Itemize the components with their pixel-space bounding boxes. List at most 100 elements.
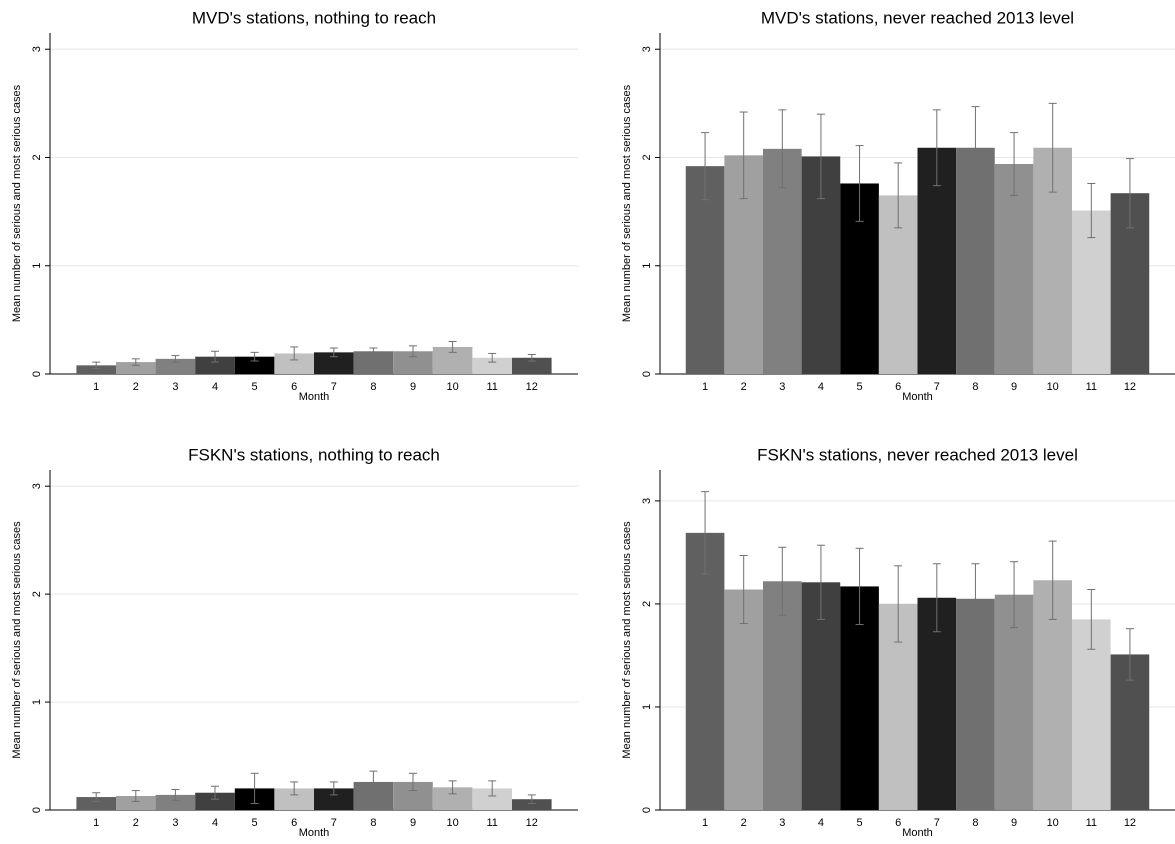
error-bar [1087,182,1096,239]
bar [155,794,196,810]
x-tick-label: 6 [895,817,901,829]
y-axis-label: Mean number of serious and most serious … [621,521,633,759]
x-tick-label: 4 [212,381,218,393]
x-tick-label: 10 [1047,817,1059,829]
x-tick-label: 1 [702,381,708,393]
y-tick-label: 3 [641,46,653,52]
bar [685,532,725,810]
bar [801,582,841,810]
error-bar [488,352,497,363]
error-bar [701,132,710,201]
bar [994,163,1034,374]
x-tick-label: 11 [486,817,497,829]
bar [432,787,473,810]
error-bar [1048,102,1057,193]
x-tick-label: 11 [1086,381,1097,393]
bar [76,365,116,374]
error-bar [369,347,378,356]
panel: FSKN's stations, nothing to reach Mean nu… [11,445,578,839]
error-bar [409,345,417,358]
x-tick-label: 6 [291,817,297,829]
bar [314,352,354,374]
y-tick-label: 2 [641,154,653,160]
bar [234,356,275,374]
error-bar [250,351,259,362]
x-tick-label: 7 [331,817,337,829]
x-tick-label: 2 [741,817,747,829]
error-bar [816,544,825,620]
y-axis-label: Mean number of serious and most serious … [11,84,23,322]
x-tick-label: 2 [133,817,139,829]
x-tick-label: 4 [212,817,218,829]
y-tick-label: 0 [31,371,43,377]
error-bar [894,565,903,643]
x-tick-label: 10 [446,817,458,829]
error-bar [409,772,417,792]
bar [155,358,196,374]
error-bar [171,788,180,801]
error-bar [816,113,825,200]
panel: MVD's stations, never reached 2013 level… [621,8,1175,403]
error-bar [1125,628,1134,681]
error-bar [448,780,457,795]
error-bar [250,772,259,805]
error-bar [92,361,101,370]
y-tick-label: 3 [31,46,43,52]
x-tick-label: 2 [133,381,139,393]
bar [994,594,1034,810]
x-tick-label: 1 [702,817,708,829]
x-axis-label: Month [902,827,933,839]
x-tick-label: 8 [972,381,978,393]
x-axis-label: Month [902,391,933,403]
error-bar [488,780,497,797]
error-bar [290,346,299,361]
error-bar [527,794,536,805]
x-tick-label: 5 [252,817,258,829]
x-tick-label: 7 [934,381,940,393]
error-bar [778,546,787,616]
x-tick-label: 4 [818,381,824,393]
chart-title: MVD's stations, nothing to reach [192,8,436,27]
error-bar [131,358,140,366]
x-tick-label: 3 [779,817,785,829]
y-tick-label: 2 [31,591,43,597]
y-axis-label: Mean number of serious and most serious … [11,521,23,759]
x-tick-label: 5 [857,381,863,393]
x-axis-label: Month [299,827,330,839]
y-tick-label: 2 [641,601,653,607]
bar [195,792,235,810]
error-bar [329,347,338,358]
x-tick-label: 9 [410,817,416,829]
bar [763,581,802,810]
error-bar [1048,540,1057,620]
y-tick-label: 1 [641,704,653,710]
y-tick-label: 0 [641,371,653,377]
bar [116,795,156,810]
bar [116,362,156,374]
x-tick-label: 7 [331,381,337,393]
error-bar [894,162,903,229]
bar [472,788,512,810]
error-bar [701,491,710,575]
bar [314,788,354,810]
bar [724,589,763,810]
x-tick-label: 11 [1086,817,1097,829]
bar [393,351,433,374]
x-tick-label: 8 [370,381,376,393]
x-tick-label: 12 [526,381,538,393]
x-tick-label: 8 [972,817,978,829]
error-bar [855,145,864,222]
error-bar [971,563,980,635]
error-bar [932,109,941,187]
error-bar [1010,132,1019,196]
x-tick-label: 12 [1124,381,1136,393]
error-bar [369,770,378,794]
x-tick-label: 9 [1011,381,1017,393]
error-bar [131,790,140,802]
bar [353,351,394,374]
x-tick-label: 3 [172,381,178,393]
panel: MVD's stations, nothing to reach Mean num… [11,8,578,403]
y-axis-label: Mean number of serious and most serious … [621,84,633,322]
x-tick-label: 12 [526,817,538,829]
